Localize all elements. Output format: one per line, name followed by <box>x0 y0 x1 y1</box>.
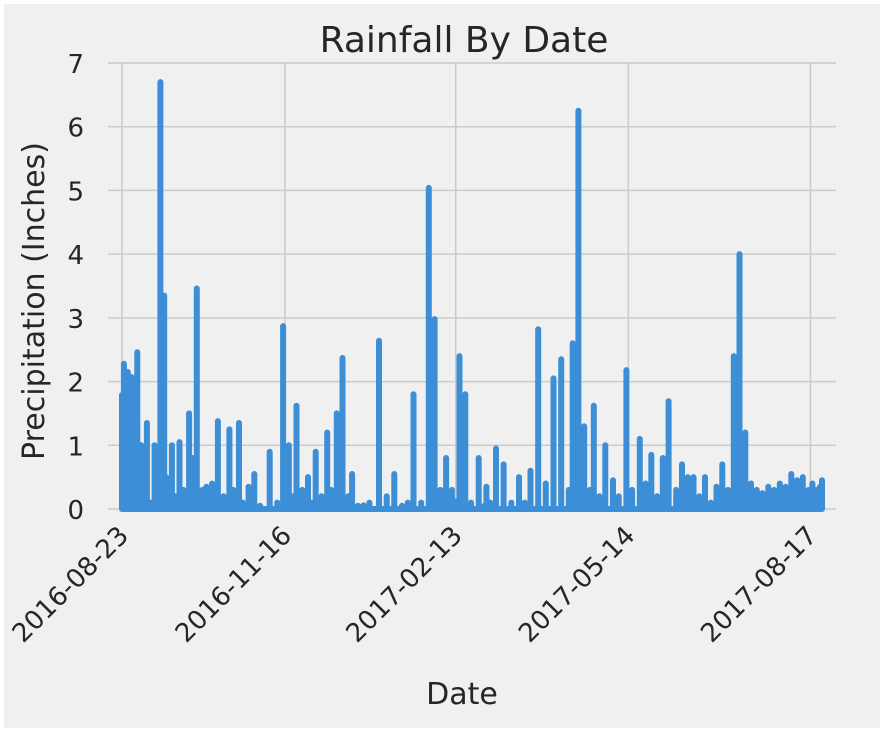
chart-title: Rainfall By Date <box>320 20 609 61</box>
y-tick-label: 5 <box>67 177 84 207</box>
x-axis-label: Date <box>426 677 498 712</box>
y-tick-label: 0 <box>67 496 84 526</box>
y-axis: 0 1 2 3 4 5 6 7 <box>67 50 84 526</box>
y-tick-label: 4 <box>67 241 84 271</box>
y-tick-label: 3 <box>67 305 84 335</box>
y-tick-label: 1 <box>67 432 84 462</box>
plot-area <box>119 79 825 512</box>
y-tick-label: 2 <box>67 369 84 399</box>
y-axis-label: Precipitation (Inches) <box>17 142 52 460</box>
y-tick-label: 7 <box>67 50 84 80</box>
y-tick-label: 6 <box>67 114 84 144</box>
